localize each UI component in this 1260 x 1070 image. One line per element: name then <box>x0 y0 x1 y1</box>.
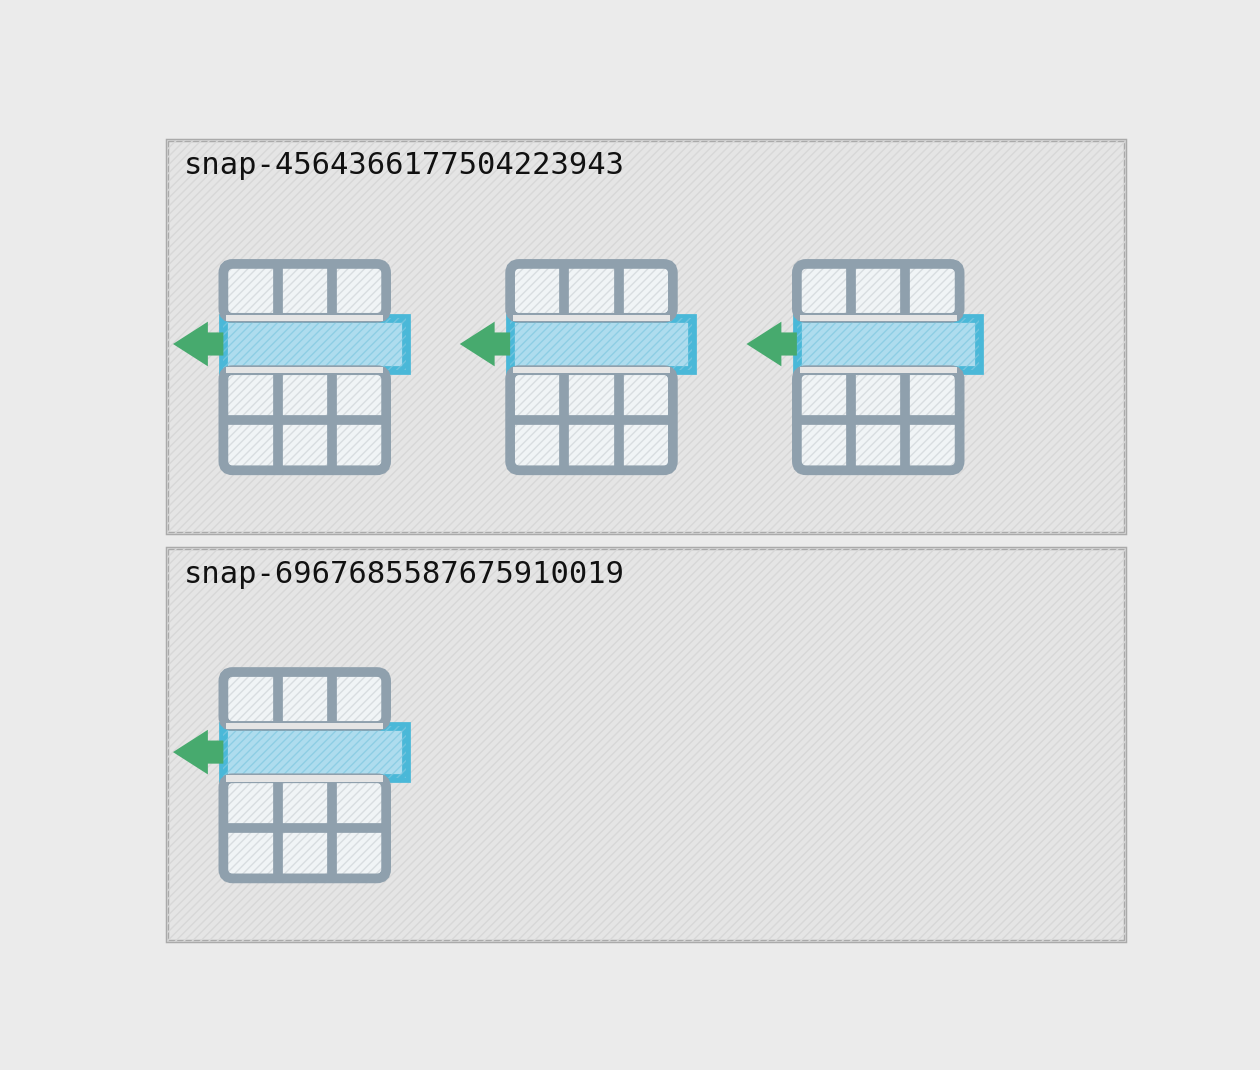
Bar <box>796 421 851 471</box>
Bar <box>906 264 960 318</box>
Bar <box>510 370 564 421</box>
Bar <box>331 778 386 828</box>
Bar <box>331 828 386 878</box>
Bar <box>850 264 906 318</box>
Bar <box>564 421 619 471</box>
Bar <box>513 367 670 373</box>
Bar <box>331 828 386 878</box>
Bar <box>619 370 673 421</box>
Bar <box>331 421 386 471</box>
Bar <box>564 370 619 421</box>
Bar <box>796 421 851 471</box>
Bar <box>796 264 851 318</box>
Bar <box>277 370 331 421</box>
Bar <box>510 370 564 421</box>
Bar <box>331 264 386 318</box>
Bar <box>906 421 960 471</box>
Bar <box>906 370 960 421</box>
Bar <box>223 672 277 725</box>
Bar <box>331 672 386 725</box>
Bar <box>619 370 673 421</box>
Bar <box>223 264 277 318</box>
Bar <box>223 264 277 318</box>
Bar <box>906 370 960 421</box>
Bar <box>277 264 331 318</box>
Bar <box>223 421 277 471</box>
Text: snap-6967685587675910019: snap-6967685587675910019 <box>184 560 625 588</box>
Bar <box>331 370 386 421</box>
Polygon shape <box>460 322 510 366</box>
Bar <box>226 315 383 321</box>
Bar <box>619 264 673 318</box>
Bar <box>277 370 331 421</box>
Bar <box>331 421 386 471</box>
Bar <box>850 264 906 318</box>
Bar <box>277 778 331 828</box>
Bar <box>850 421 906 471</box>
Bar <box>331 672 386 725</box>
Bar <box>166 548 1125 941</box>
Bar <box>223 318 406 370</box>
Bar <box>223 828 277 878</box>
Bar <box>277 672 331 725</box>
Bar <box>223 318 406 370</box>
Bar <box>510 264 564 318</box>
Bar <box>850 370 906 421</box>
Bar <box>619 264 673 318</box>
Bar <box>331 264 386 318</box>
Bar <box>166 140 1125 533</box>
Bar <box>223 725 406 778</box>
Bar <box>510 318 692 370</box>
Bar <box>510 421 564 471</box>
Bar <box>564 370 619 421</box>
Bar <box>226 367 383 373</box>
Bar <box>226 722 383 729</box>
Polygon shape <box>173 322 223 366</box>
Bar <box>510 264 564 318</box>
Bar <box>513 315 670 321</box>
Bar <box>331 778 386 828</box>
Bar <box>796 318 979 370</box>
Bar <box>510 421 564 471</box>
Bar <box>277 778 331 828</box>
Bar <box>223 778 277 828</box>
Text: snap-4564366177504223943: snap-4564366177504223943 <box>184 152 625 181</box>
Bar <box>277 421 331 471</box>
Bar <box>564 264 619 318</box>
Bar <box>223 370 277 421</box>
Bar <box>564 421 619 471</box>
Bar <box>850 421 906 471</box>
Bar <box>223 828 277 878</box>
Bar <box>277 421 331 471</box>
Bar <box>223 778 277 828</box>
Bar <box>277 672 331 725</box>
Bar <box>166 548 1125 941</box>
Bar <box>796 318 979 370</box>
Polygon shape <box>173 730 223 775</box>
Bar <box>277 828 331 878</box>
Bar <box>223 725 406 778</box>
Bar <box>331 370 386 421</box>
Bar <box>226 775 383 781</box>
Bar <box>800 367 956 373</box>
Bar <box>277 264 331 318</box>
Bar <box>223 421 277 471</box>
Bar <box>223 672 277 725</box>
Bar <box>850 370 906 421</box>
Bar <box>619 421 673 471</box>
Bar <box>277 828 331 878</box>
Bar <box>906 421 960 471</box>
Bar <box>223 370 277 421</box>
Bar <box>800 315 956 321</box>
Bar <box>796 370 851 421</box>
Polygon shape <box>746 322 796 366</box>
Bar <box>166 140 1125 533</box>
Bar <box>906 264 960 318</box>
Bar <box>796 370 851 421</box>
Bar <box>510 318 692 370</box>
Bar <box>619 421 673 471</box>
Bar <box>564 264 619 318</box>
Bar <box>796 264 851 318</box>
